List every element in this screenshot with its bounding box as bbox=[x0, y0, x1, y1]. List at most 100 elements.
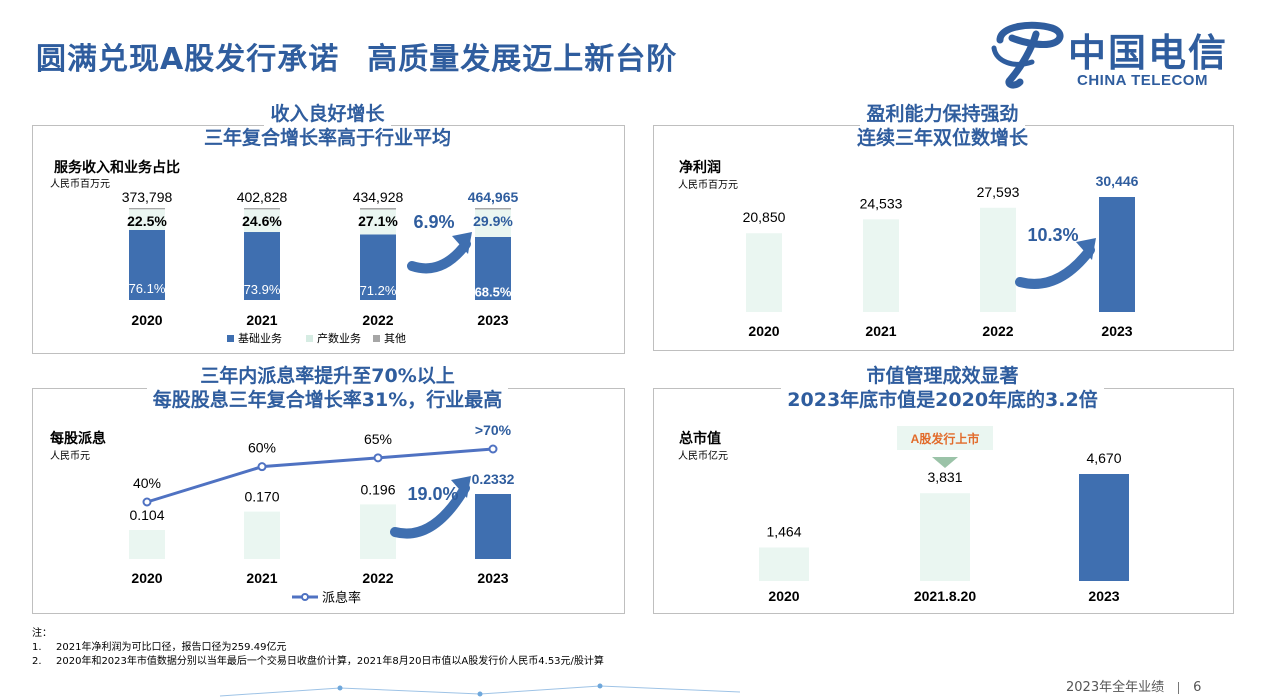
market-cap-bar-2021.8.20 bbox=[920, 493, 970, 581]
logo-english-text: CHINA TELECOM bbox=[1077, 72, 1208, 89]
dps-bar-2022 bbox=[360, 504, 396, 559]
net-profit-panel-title-line-2: 连续三年双位数增长 bbox=[850, 126, 1034, 150]
revenue-bar-core-2020 bbox=[129, 229, 165, 300]
dps-year-2021: 2021 bbox=[246, 570, 277, 586]
revenue-digital-label-2020: 22.5% bbox=[127, 213, 167, 229]
title-part-2: 高质量发展迈上新台阶 bbox=[367, 42, 678, 77]
revenue-total-label-2023: 464,965 bbox=[468, 189, 519, 205]
revenue-bar-core-2023 bbox=[475, 236, 511, 300]
payout-ratio-point-2021 bbox=[257, 462, 267, 472]
footer: 2023年全年业绩 6 bbox=[1066, 676, 1201, 695]
market-cap-panel-title-line-2: 2023年底市值是2020年底的3.2倍 bbox=[781, 388, 1104, 412]
market-cap-panel-title: 市值管理成效显著 2023年底市值是2020年底的3.2倍 bbox=[653, 364, 1232, 412]
revenue-digital-label-2022: 27.1% bbox=[358, 213, 398, 229]
revenue-bar-other-2020 bbox=[129, 208, 165, 210]
revenue-year-label-2022: 2022 bbox=[362, 312, 393, 328]
dps-year-2023: 2023 bbox=[477, 570, 508, 586]
page-number: 6 bbox=[1193, 680, 1202, 695]
revenue-bar-other-2022 bbox=[360, 208, 396, 210]
notes-header: 注： bbox=[32, 628, 52, 639]
revenue-growth-arrow-head bbox=[452, 232, 472, 254]
dps-value-2021: 0.170 bbox=[244, 489, 279, 505]
dps-bar-2023 bbox=[475, 494, 511, 559]
revenue-bar-other-2023 bbox=[475, 208, 511, 210]
dividend-panel bbox=[32, 388, 625, 614]
telecom-emblem-icon bbox=[991, 21, 1064, 89]
ipo-callout-box bbox=[897, 426, 993, 450]
dps-year-2022: 2022 bbox=[362, 570, 393, 586]
revenue-total-label-2020: 373,798 bbox=[122, 189, 173, 205]
market-cap-year-2023: 2023 bbox=[1088, 588, 1119, 604]
logo-chinese-text: 中国电信 bbox=[1068, 31, 1229, 75]
net-profit-year-2020: 2020 bbox=[748, 323, 779, 339]
revenue-bar-core-2021 bbox=[244, 232, 280, 300]
payout-ratio-point-2022 bbox=[373, 453, 383, 463]
footnote-1: 1. 2021年净利润为可比口径，报告口径为259.49亿元 bbox=[32, 641, 604, 655]
market-cap-value-2023: 4,670 bbox=[1086, 450, 1121, 466]
revenue-panel-title-line-2: 三年复合增长率高于行业平均 bbox=[197, 126, 457, 150]
payout-ratio-point-2020 bbox=[142, 497, 152, 507]
revenue-legend-swatch-1 bbox=[306, 335, 313, 342]
net-profit-value-2023: 30,446 bbox=[1096, 173, 1139, 189]
net-profit-chart-unit: 人民币百万元 bbox=[678, 180, 738, 191]
revenue-bar-digital-2020 bbox=[129, 209, 165, 230]
revenue-digital-label-2021: 24.6% bbox=[242, 213, 282, 229]
revenue-chart-label: 服务收入和业务占比 bbox=[54, 160, 180, 176]
net-profit-growth-arrow-head bbox=[1076, 238, 1096, 260]
market-cap-chart-label: 总市值 bbox=[679, 431, 721, 447]
payout-ratio-line bbox=[146, 447, 494, 504]
footnote-1-number: 1. bbox=[32, 642, 42, 653]
revenue-bar-digital-2022 bbox=[360, 209, 396, 235]
dividend-panel-title-line-1: 三年内派息率提升至70%以上 bbox=[194, 364, 461, 388]
revenue-bar-digital-2023 bbox=[475, 209, 511, 237]
net-profit-year-2023: 2023 bbox=[1101, 323, 1132, 339]
china-telecom-logo: 中国电信 CHINA TELECOM bbox=[991, 18, 1237, 92]
footnote-2-number: 2. bbox=[32, 656, 42, 667]
payout-ratio-label-2022: 65% bbox=[364, 431, 392, 447]
net-profit-bar-2023 bbox=[1099, 197, 1135, 312]
footer-text: 2023年全年业绩 bbox=[1066, 680, 1165, 695]
footnote-2-text: 2020年和2023年市值数据分别以当年最后一个交易日收盘价计算，2021年8月… bbox=[56, 656, 604, 667]
dividend-panel-title: 三年内派息率提升至70%以上 每股股息三年复合增长率31%，行业最高 bbox=[32, 364, 623, 412]
market-cap-bar-2023 bbox=[1079, 474, 1129, 581]
footer-separator bbox=[1178, 681, 1180, 694]
market-cap-chart-unit: 人民币亿元 bbox=[678, 451, 728, 462]
footnotes: 注： 1. 2021年净利润为可比口径，报告口径为259.49亿元 2. 2020年… bbox=[32, 627, 604, 669]
dps-value-2022: 0.196 bbox=[360, 481, 395, 497]
dividend-chart-label: 每股派息 bbox=[50, 431, 106, 447]
revenue-legend-label-2: 其他 bbox=[384, 332, 406, 345]
revenue-panel-title-line-1: 收入良好增长 bbox=[264, 102, 391, 126]
net-profit-panel-title: 盈利能力保持强劲 连续三年双位数增长 bbox=[653, 102, 1232, 150]
ipo-callout-pointer bbox=[932, 457, 958, 468]
payout-ratio-label-2023: >70% bbox=[475, 422, 512, 438]
revenue-core-label-2020: 76.1% bbox=[129, 281, 166, 296]
revenue-legend-label-0: 基础业务 bbox=[238, 332, 282, 345]
ipo-callout-label: A股发行上市 bbox=[911, 431, 980, 446]
revenue-bar-digital-2021 bbox=[244, 209, 280, 233]
revenue-legend-label-1: 产数业务 bbox=[317, 331, 361, 345]
payout-ratio-label-2021: 60% bbox=[248, 440, 276, 456]
market-cap-year-2021.8.20: 2021.8.20 bbox=[914, 588, 976, 604]
revenue-bar-core-2022 bbox=[360, 234, 396, 300]
dps-growth-arrow-head bbox=[451, 476, 471, 498]
revenue-chart-unit: 人民币百万元 bbox=[50, 179, 110, 190]
title-part-1: 圆满兑现A股发行承诺 bbox=[36, 42, 340, 77]
revenue-growth-arrow-shaft bbox=[407, 239, 471, 274]
dps-value-2023: 0.2332 bbox=[472, 471, 515, 487]
payout-ratio-point-2023 bbox=[488, 444, 498, 454]
net-profit-bar-2021 bbox=[863, 219, 899, 312]
net-profit-bar-2020 bbox=[746, 233, 782, 312]
revenue-core-label-2021: 73.9% bbox=[244, 282, 281, 297]
market-cap-year-2020: 2020 bbox=[768, 588, 799, 604]
revenue-core-label-2022: 71.2% bbox=[360, 283, 397, 298]
footnote-2: 2. 2020年和2023年市值数据分别以当年最后一个交易日收盘价计算，2021年… bbox=[32, 655, 604, 669]
net-profit-value-2021: 24,533 bbox=[860, 195, 903, 211]
net-profit-growth-label: 10.3% bbox=[1027, 225, 1078, 245]
dps-growth-label: 19.0% bbox=[407, 484, 458, 504]
net-profit-year-2021: 2021 bbox=[865, 323, 896, 339]
net-profit-growth-arrow-shaft bbox=[1015, 245, 1095, 289]
